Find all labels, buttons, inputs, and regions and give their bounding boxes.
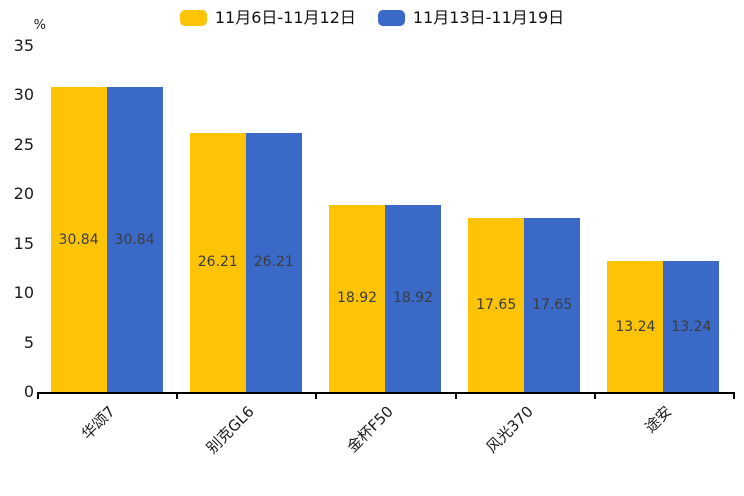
- bar: 26.21: [245, 132, 302, 392]
- legend-swatch-icon: [179, 10, 207, 26]
- bar: 18.92: [329, 204, 385, 392]
- legend: 11月6日-11月12日 11月13日-11月19日: [0, 8, 744, 28]
- bar: 17.65: [524, 217, 581, 392]
- bar-value-label: 13.24: [615, 318, 656, 335]
- bar-value-label: 26.21: [197, 254, 238, 271]
- category-label: 金杯F50: [343, 402, 398, 456]
- x-tick-mark: [733, 394, 735, 399]
- y-tick-label: 35: [13, 36, 34, 55]
- bar-value-label: 30.84: [114, 231, 155, 248]
- category-label: 华颂7: [78, 402, 119, 444]
- legend-item[interactable]: 11月6日-11月12日: [179, 8, 356, 28]
- bar-value-label: 26.21: [253, 254, 294, 271]
- category-label: 风光370: [482, 402, 537, 457]
- x-tick-mark: [176, 394, 179, 399]
- bar-value-label: 18.92: [392, 290, 434, 307]
- category-label: 别克GL6: [203, 402, 258, 458]
- y-tick-label: 25: [13, 134, 34, 154]
- bar-value-label: 17.65: [532, 296, 573, 313]
- bar-value-label: 17.65: [476, 296, 517, 313]
- y-tick-label: 10: [13, 283, 34, 303]
- x-axis-line: [37, 392, 735, 394]
- bar: 18.92: [385, 204, 441, 392]
- y-tick-label: 5: [23, 332, 34, 352]
- bar-value-label: 18.92: [336, 290, 378, 307]
- bar: 30.84: [50, 87, 107, 392]
- y-tick-label: 20: [13, 184, 34, 204]
- y-tick-label: 15: [13, 233, 34, 253]
- x-tick-mark: [37, 394, 39, 399]
- y-tick-label: 30: [13, 85, 34, 105]
- bar-value-label: 13.24: [671, 318, 712, 335]
- legend-label: 11月13日-11月19日: [412, 8, 565, 27]
- bar: 26.21: [189, 132, 246, 392]
- bar: 13.24: [663, 261, 720, 392]
- bar-value-label: 30.84: [58, 231, 99, 248]
- y-axis-unit-label: %: [33, 18, 46, 33]
- bar: 13.24: [607, 261, 664, 392]
- bar: 17.65: [468, 217, 525, 392]
- x-tick-mark: [593, 394, 596, 399]
- bar: 30.84: [106, 87, 163, 392]
- y-tick-label: 0: [23, 382, 34, 401]
- legend-item[interactable]: 11月13日-11月19日: [377, 8, 565, 28]
- legend-label: 11月6日-11月12日: [214, 8, 356, 27]
- x-tick-mark: [315, 394, 318, 399]
- x-tick-mark: [454, 394, 457, 399]
- category-label: 途安: [641, 402, 676, 437]
- legend-swatch-icon: [377, 10, 405, 26]
